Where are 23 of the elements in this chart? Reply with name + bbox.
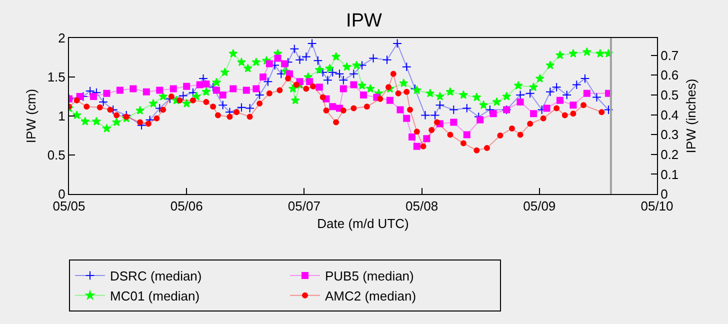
legend-label: DSRC (median): [110, 268, 202, 284]
x-tick-label: 05/07: [288, 198, 320, 214]
y2-tick-label: 0.4: [660, 107, 679, 122]
y2-tick-label: 0.1: [660, 166, 679, 182]
y2-tick-label: 0.7: [660, 48, 679, 63]
y2-tick-label: 0.5: [660, 87, 679, 102]
x-tick-label: 05/08: [406, 198, 438, 214]
legend-label: MC01 (median): [110, 288, 200, 304]
x-axis-title: Date (m/d UTC): [317, 216, 409, 232]
y2-tick-label: 0.6: [660, 68, 679, 83]
y-tick-label: 1.5: [47, 70, 66, 85]
legend-label: AMC2 (median): [325, 288, 416, 304]
y-tick-label: 0.5: [47, 148, 66, 163]
chart-title: IPW: [346, 10, 382, 32]
x-tick-label: 05/06: [170, 198, 203, 214]
legend-label: PUB5 (median): [325, 268, 414, 284]
y2-axis-title: IPW (inches): [683, 78, 698, 154]
y2-tick-label: 0.3: [660, 127, 679, 142]
y-tick-label: 1: [58, 108, 66, 124]
y2-tick-label: 0.2: [660, 146, 679, 162]
y-axis-title: IPW (cm): [23, 88, 38, 144]
x-tick-label: 05/09: [523, 198, 556, 214]
y-tick-label: 2: [58, 30, 66, 46]
